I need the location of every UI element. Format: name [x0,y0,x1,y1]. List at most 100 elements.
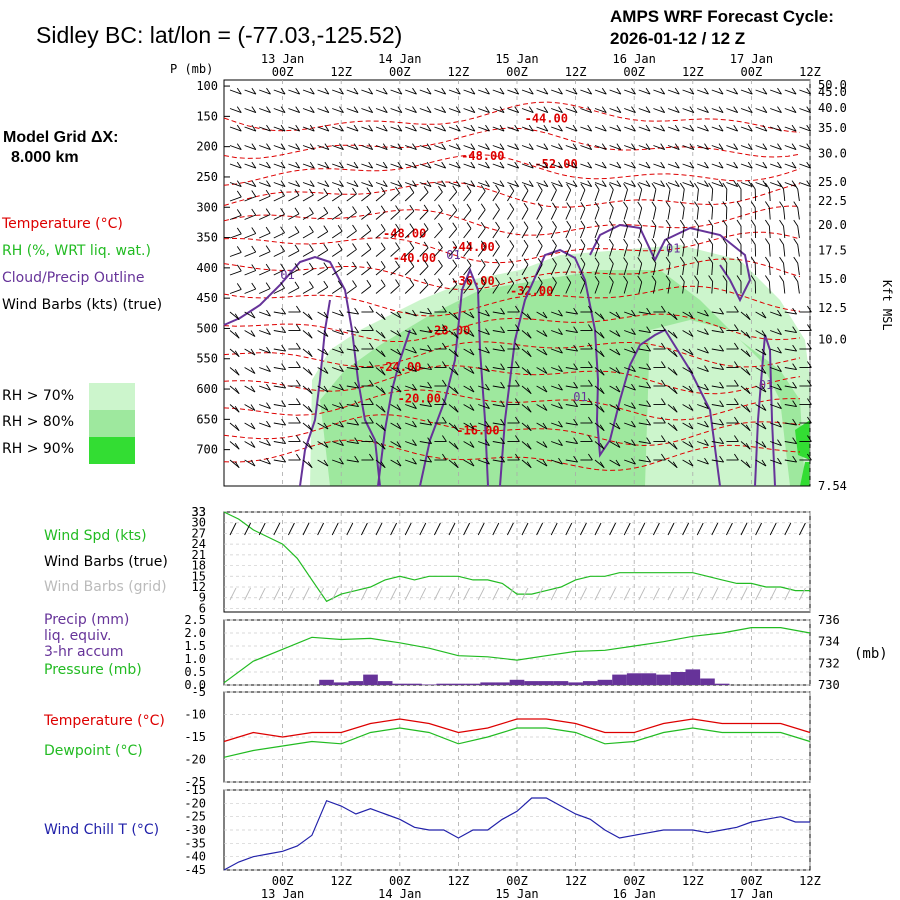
wind-barb [580,163,592,169]
wind-barb [404,284,415,294]
wind-barb [711,459,724,463]
wind-barb-grid [652,587,660,601]
precip-tick-label: 2.0 [184,626,206,640]
wind-barb [302,89,315,95]
wind-barb [317,422,329,430]
wind-barb-flag [779,238,784,245]
wind-barb [346,404,359,408]
wind-barb-flag [689,180,695,187]
wind-barb-grid [740,587,748,601]
wind-barb-flag [708,238,714,245]
wind-barb-flag [339,420,344,428]
wind-barb-flag [661,398,666,405]
wind-barb-flag [395,205,400,212]
wind-barb-flag [552,276,557,283]
wind-barb-flag [537,258,543,265]
wind-barb [463,367,475,374]
wind-barb-flag [369,453,374,461]
wind-barb-flag [380,187,386,194]
wind-barb [434,247,443,257]
wind-barb-flag [353,124,359,132]
wind-barb [609,422,621,430]
wind-barb-flag [250,459,256,467]
wind-barb [346,459,359,463]
wind-barb-flag [339,161,344,169]
wind-barb-flag [761,441,767,448]
wind-barb-flag [409,204,415,212]
cloud-outline [299,299,331,487]
wind-barb [317,145,330,151]
wind-barb-flag [777,328,782,335]
wind-barb-flag [509,277,515,284]
top-hour-label: 12Z [330,65,352,79]
wind-barb-flag [495,221,500,229]
wind-barb-flag [807,324,812,331]
wind-barb-flag [294,189,300,196]
wind-barb-flag [688,422,694,430]
temperature-contour-label: -16.00 [456,423,499,437]
wind-barb [755,126,768,132]
temp-tick-label: -15 [184,730,206,744]
bottom-hour-label: 12Z [330,874,352,888]
wind-barb [419,182,432,188]
temperature-contour [223,285,801,317]
temperature-contour-label: -20.00 [398,391,441,405]
wind-barb-flag [366,224,372,231]
top-date-label: 17 Jan [730,52,773,66]
wind-barb [346,422,359,426]
wind-barb-flag [761,348,767,356]
wind-barb [405,385,417,391]
wind-barb [521,126,534,132]
wind-barb [755,441,767,448]
wind-barb-flag [688,404,694,411]
wind-barb-flag [588,379,593,387]
wind-barb [653,89,665,95]
wind-barb [594,441,605,450]
wind-barb [594,282,600,294]
page-title: Sidley BC: lat/lon = (-77.03,-125.52) [36,22,403,48]
wind-barb [783,226,786,239]
wind-barb-true [229,522,237,536]
wind-barb-grid [375,587,383,601]
cross-section-panel: 1001502002503003504004505005506006507005… [196,78,847,493]
temperature-contour [223,414,801,447]
wind-barb [638,367,651,371]
wind-barb-flag [426,143,432,150]
wind-barb-flag [573,437,578,444]
wind-barb-flag [368,106,374,113]
wind-barb-flag [366,279,372,287]
wind-barb [784,330,797,334]
wind-barb [419,210,429,220]
wind-barb [448,284,458,294]
wind-barb [550,208,557,220]
wind-barb-flag [637,238,643,246]
bottom-hour-label: 12Z [682,874,704,888]
wind-barb-flag [543,161,549,169]
wind-barb-flag [250,311,256,319]
wind-barb [551,367,563,373]
wind-barb-flag [807,379,812,387]
wind-barb-flag [646,418,651,426]
wind-barb [565,145,578,151]
wind-barb-flag [426,106,432,113]
legend-dewpoint-line: Dewpoint (°C) [44,743,143,759]
wind-barb [361,248,372,257]
wind-barb [478,182,490,188]
wind-barb [711,108,724,114]
wind-barb [332,330,344,336]
wind-barb [463,89,476,95]
wind-barb-flag [337,243,343,251]
wind-barb-flag [573,418,578,426]
wind-barb [463,441,475,448]
wind-tick-label: 33 [192,505,206,519]
wind-barb [770,145,782,151]
wind-barb-flag [309,188,314,196]
wind-barb [521,89,534,95]
wind-barb-flag [558,365,563,372]
wind-barb-grid [433,587,441,601]
wind-barb-flag [661,305,666,313]
wind-barb-flag [526,405,532,413]
wind-barb-flag [397,124,403,132]
wind-barb-flag [234,313,240,320]
wind-barb [390,385,402,393]
